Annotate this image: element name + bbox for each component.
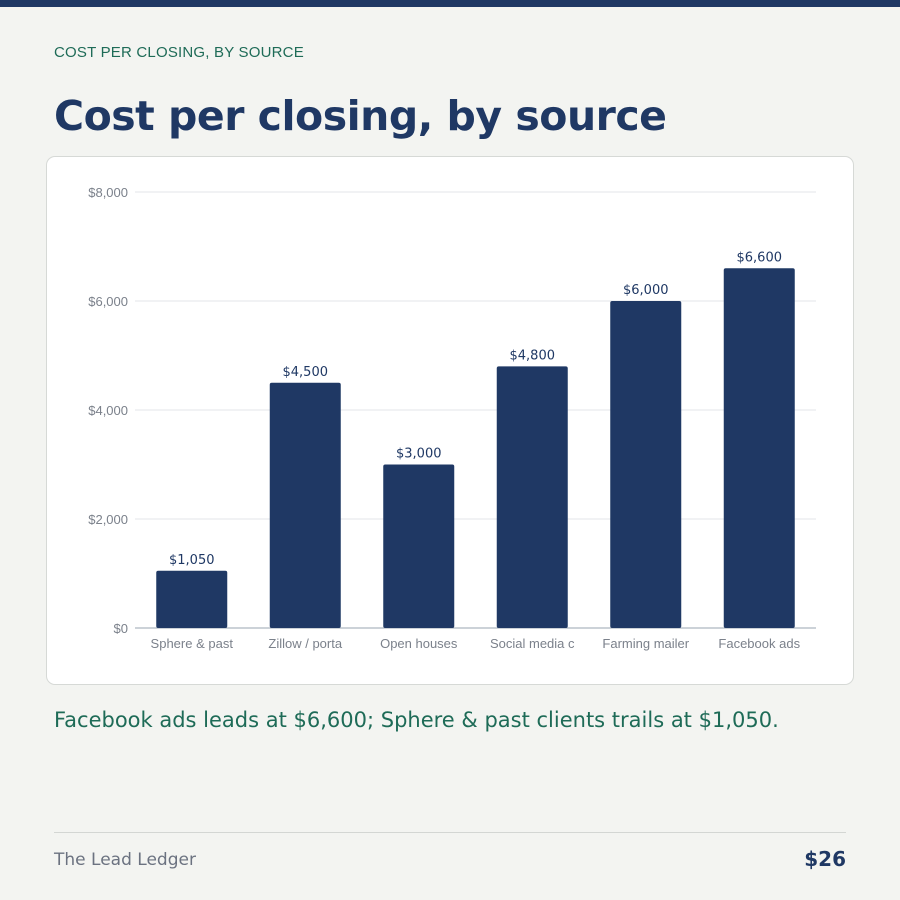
y-tick-label: $6,000 (88, 294, 128, 309)
bar-chart: $0 $2,000 $4,000 $6,000 $8,000 $1,050 Sphere &… (88, 185, 816, 651)
x-category-label: Open houses (380, 636, 458, 651)
bar-value-label: $4,800 (510, 348, 556, 363)
bar (496, 366, 568, 628)
footer-divider (54, 832, 846, 833)
x-category-label: Farming mailer (602, 636, 689, 651)
bar (383, 464, 455, 628)
bar (269, 382, 341, 628)
bar-value-label: $6,000 (623, 283, 669, 298)
chart-card: $0 $2,000 $4,000 $6,000 $8,000 $1,050 Sphere &… (46, 156, 854, 685)
bar-value-label: $6,600 (737, 250, 783, 265)
bar (723, 268, 795, 628)
x-category-label: Zillow / porta (268, 636, 342, 651)
insight-text: Facebook ads leads at $6,600; Sphere & p… (54, 708, 779, 732)
publication-name: The Lead Ledger (54, 850, 196, 870)
bar (156, 570, 228, 628)
chart-title: Cost per closing, by source (54, 92, 667, 140)
bar-value-label: $4,500 (283, 365, 329, 380)
y-tick-label: $4,000 (88, 403, 128, 418)
y-tick-label: $0 (114, 621, 128, 636)
page-number: $26 (804, 847, 846, 871)
bar-value-label: $1,050 (169, 553, 215, 568)
bar-value-label: $3,000 (396, 447, 442, 462)
top-accent-bar (0, 0, 900, 7)
x-category-label: Facebook ads (718, 636, 800, 651)
y-tick-label: $8,000 (88, 185, 128, 200)
x-category-label: Social media c (490, 636, 575, 651)
bar (610, 301, 682, 628)
x-category-label: Sphere & past (151, 636, 234, 651)
eyebrow-label: COST PER CLOSING, BY SOURCE (54, 44, 304, 61)
y-tick-label: $2,000 (88, 512, 128, 527)
